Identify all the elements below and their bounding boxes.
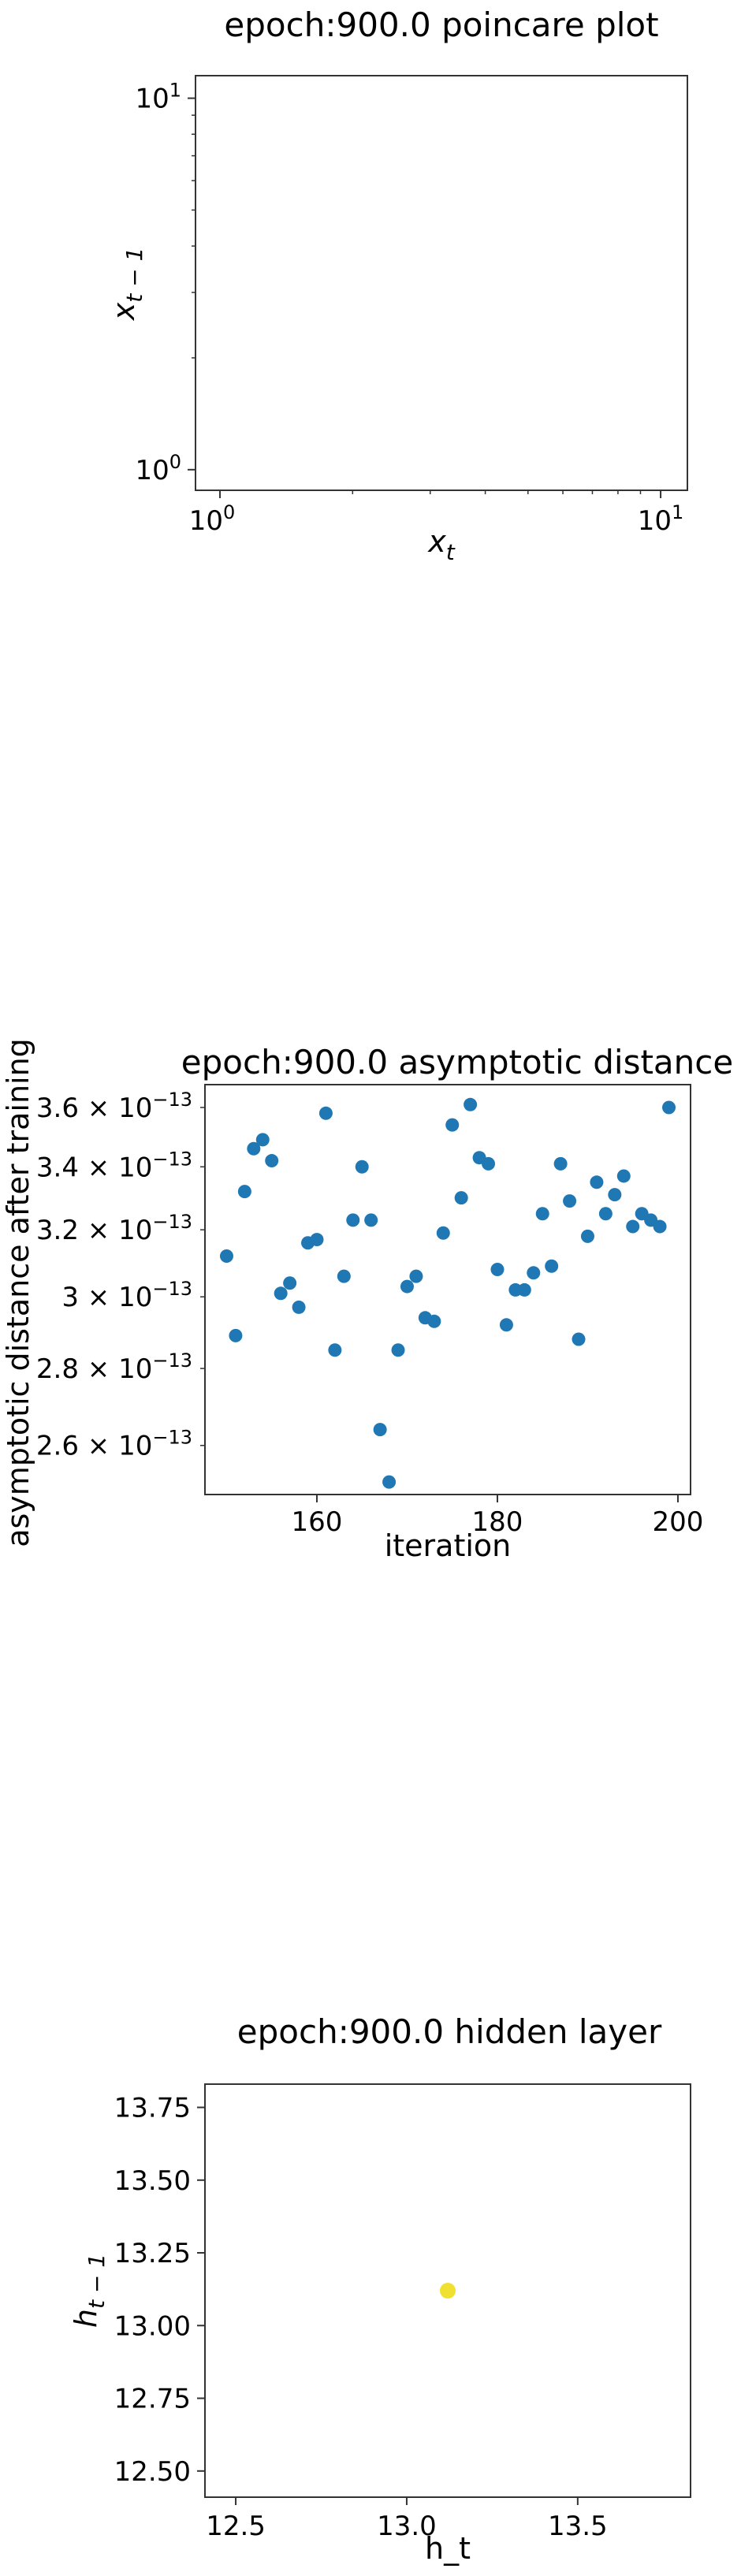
- data-point: [572, 1332, 586, 1346]
- data-point: [382, 1475, 397, 1489]
- data-point: [237, 1185, 251, 1199]
- y-tick-label: 2.6 × 10−13: [36, 1427, 192, 1462]
- y-axis-label: xt − 1: [106, 248, 147, 322]
- x-axis-label: xt: [427, 524, 456, 565]
- data-point: [553, 1156, 568, 1171]
- poincare-plot: epoch:900.0 poincare plot 100 101 100 101 xt x…: [106, 6, 688, 565]
- y-tick-label: 3 × 10−13: [61, 1278, 192, 1313]
- data-point: [563, 1194, 577, 1208]
- asymptotic-distance-plot: epoch:900.0 asymptotic distance 160 180 200…: [1, 1038, 733, 1563]
- data-point: [580, 1229, 594, 1243]
- data-point: [355, 1160, 369, 1174]
- data-point: [318, 1106, 333, 1120]
- data-point: [247, 1141, 261, 1156]
- data-point: [310, 1233, 324, 1247]
- data-point: [440, 2283, 456, 2299]
- data-point: [499, 1318, 513, 1332]
- x-tick-label: 160: [292, 1506, 343, 1538]
- data-point: [590, 1175, 604, 1189]
- data-point: [490, 1263, 505, 1277]
- data-point: [653, 1219, 667, 1234]
- y-tick-label: 100: [135, 451, 181, 486]
- y-tick-label: 13.00: [114, 2310, 191, 2342]
- data-point: [626, 1219, 640, 1234]
- data-point: [328, 1343, 342, 1357]
- chart-title: epoch:900.0 asymptotic distance: [181, 1043, 733, 1081]
- data-point: [482, 1156, 496, 1171]
- data-point: [608, 1188, 622, 1202]
- data-point: [616, 1169, 631, 1183]
- data-point: [598, 1207, 613, 1221]
- plot-area: [195, 75, 688, 491]
- y-tick-label: 12.75: [114, 2384, 191, 2415]
- x-tick-label: 12.5: [206, 2511, 266, 2542]
- data-point: [454, 1191, 468, 1205]
- plot-area: [204, 1084, 691, 1495]
- x-tick-label: 13.0: [377, 2511, 437, 2542]
- data-point: [346, 1213, 360, 1227]
- plot-area: [204, 2083, 691, 2498]
- y-tick-label: 13.25: [114, 2238, 191, 2269]
- y-tick-label: 2.8 × 10−13: [36, 1349, 192, 1385]
- data-point: [292, 1300, 306, 1314]
- data-point: [364, 1213, 378, 1227]
- x-tick-label: 200: [653, 1506, 704, 1538]
- data-point: [283, 1276, 297, 1290]
- y-tick-label: 13.50: [114, 2165, 191, 2197]
- chart-title: epoch:900.0 poincare plot: [224, 6, 658, 44]
- data-point: [219, 1249, 233, 1264]
- y-tick-label: 3.4 × 10−13: [36, 1148, 192, 1183]
- y-tick-label: 101: [135, 80, 181, 115]
- data-point: [391, 1343, 405, 1357]
- x-tick-label: 180: [472, 1506, 523, 1538]
- y-tick-label: 13.75: [114, 2093, 191, 2124]
- data-point: [255, 1133, 270, 1147]
- data-point: [229, 1328, 243, 1342]
- y-axis-label: ht − 1: [69, 2254, 110, 2328]
- data-point: [464, 1097, 478, 1111]
- data-point: [535, 1207, 549, 1221]
- y-tick-label: 3.6 × 10−13: [36, 1089, 192, 1124]
- data-point: [409, 1269, 423, 1283]
- x-tick-label: 101: [638, 501, 684, 537]
- data-point: [527, 1266, 541, 1280]
- x-tick-label: 13.5: [548, 2511, 608, 2542]
- data-point: [427, 1314, 441, 1328]
- data-point: [265, 1154, 279, 1168]
- x-tick-label: 100: [189, 501, 236, 537]
- data-point: [445, 1118, 460, 1132]
- y-axis-label: asymptotic distance after training: [1, 1038, 35, 1547]
- chart-title: epoch:900.0 hidden layer: [237, 2012, 662, 2051]
- x-axis-label: iteration: [385, 1528, 512, 1563]
- data-point: [517, 1282, 531, 1297]
- data-point: [662, 1100, 676, 1115]
- data-point: [373, 1423, 387, 1437]
- data-point: [274, 1286, 288, 1301]
- data-point: [545, 1259, 559, 1273]
- y-tick-label: 3.2 × 10−13: [36, 1211, 192, 1246]
- y-tick-label: 12.50: [114, 2456, 191, 2488]
- hidden-layer-plot: epoch:900.0 hidden layer 12.5 13.0 13.5 12.5…: [69, 2012, 691, 2566]
- data-point: [400, 1279, 414, 1294]
- data-point: [337, 1269, 351, 1283]
- data-point: [436, 1226, 450, 1240]
- x-axis-label: h_t: [425, 2531, 471, 2566]
